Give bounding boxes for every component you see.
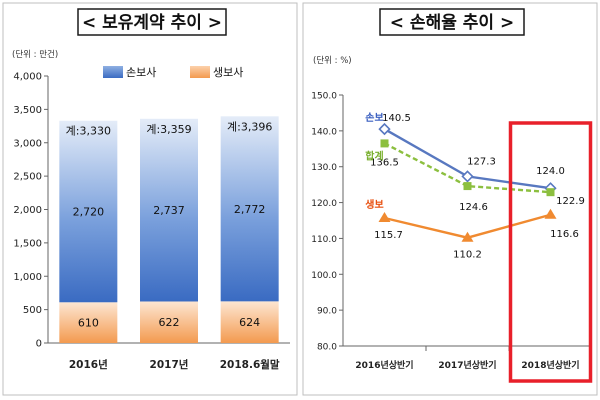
left-y-tick-label: 500 xyxy=(23,305,42,316)
data-label: 127.3 xyxy=(467,156,496,167)
left-y-tick-label: 3,500 xyxy=(13,105,42,116)
right-unit-label: (단위 : %) xyxy=(313,55,352,66)
data-label: 140.5 xyxy=(382,113,411,124)
right-y-tick-label: 150.0 xyxy=(311,92,337,102)
bar-nonlife xyxy=(220,116,279,302)
bar-label-life: 622 xyxy=(159,316,180,329)
data-label: 136.5 xyxy=(370,157,399,168)
series-name-label: 합계 xyxy=(365,149,383,162)
right-y-tick-label: 110.0 xyxy=(311,235,337,245)
series-name-label: 생보 xyxy=(365,198,383,211)
left-x-tick-label: 2017년 xyxy=(150,358,189,371)
bar-life xyxy=(59,302,118,343)
point-marker xyxy=(380,139,389,148)
left-y-tick-label: 2,000 xyxy=(13,205,42,216)
left-y-tick-label: 2,500 xyxy=(13,172,42,183)
bar-label-life: 624 xyxy=(239,316,260,329)
series-line xyxy=(383,142,551,194)
point-marker xyxy=(378,211,391,222)
left-unit-label: (단위 : 만건) xyxy=(12,49,58,60)
right-y-tick-label: 130.0 xyxy=(311,163,337,173)
bar-life xyxy=(140,301,198,343)
right-chart-title: < 손해율 추이 > xyxy=(379,8,525,36)
bar-label-life: 610 xyxy=(78,317,99,330)
left-y-tick-label: 0 xyxy=(36,339,42,350)
right-y-tick-label: 80.0 xyxy=(317,343,337,353)
left-y-tick-label: 3,000 xyxy=(13,138,42,149)
point-marker xyxy=(463,182,472,191)
data-label: 115.7 xyxy=(374,230,403,241)
right-x-tick-label: 2016년상반기 xyxy=(355,359,413,371)
right-line-chart: 80.0 90.0 100.0 110.0 120.0 130.0 140.0 150.0 20… xyxy=(311,92,593,383)
data-label: 124.0 xyxy=(536,166,565,177)
left-y-tick-label: 4,000 xyxy=(13,72,42,83)
left-title-box xyxy=(77,8,227,36)
right-y-tick-label: 100.0 xyxy=(311,271,337,281)
bar-total-label: 계:3,359 xyxy=(146,123,191,136)
right-title-text: < 손해율 추이 > xyxy=(390,13,514,33)
right-x-tick-label: 2017년상반기 xyxy=(438,359,496,371)
right-x-tick-label: 2018년상반기 xyxy=(521,359,579,371)
point-marker xyxy=(544,208,557,219)
left-x-tick-label: 2016년 xyxy=(69,358,108,371)
left-y-tick-label: 1,000 xyxy=(13,272,42,283)
data-label: 116.6 xyxy=(550,229,579,240)
data-label: 122.9 xyxy=(556,196,585,207)
left-x-tick-label: 2018.6월말 xyxy=(220,358,280,371)
bar-label-nonlife: 2,737 xyxy=(153,204,185,217)
left-y-tick-label: 1,500 xyxy=(13,238,42,249)
bar-nonlife xyxy=(59,120,118,303)
right-y-tick-label: 140.0 xyxy=(311,127,337,137)
point-marker xyxy=(546,188,555,197)
legend-label-life: 생보사 xyxy=(213,66,243,79)
left-title-text: < 보유계약 추이 > xyxy=(82,12,222,33)
legend-label-nonlife: 손보사 xyxy=(126,66,156,79)
bar-nonlife xyxy=(140,118,198,302)
left-panel-frame xyxy=(2,2,298,396)
bar-total-label: 계:3,330 xyxy=(66,125,111,138)
highlight-box xyxy=(508,121,593,383)
bar-label-nonlife: 2,772 xyxy=(234,203,266,216)
right-y-tick-label: 90.0 xyxy=(317,307,337,317)
legend-swatch-nonlife xyxy=(103,66,123,78)
bar-life xyxy=(220,301,279,343)
bar-label-nonlife: 2,720 xyxy=(73,206,105,219)
point-marker xyxy=(461,231,474,242)
right-title-box xyxy=(379,8,525,36)
right-panel-frame xyxy=(302,2,598,396)
data-label: 124.6 xyxy=(459,202,488,213)
legend-swatch-life xyxy=(190,66,210,78)
data-label: 110.2 xyxy=(453,250,482,261)
right-y-tick-label: 120.0 xyxy=(311,199,337,209)
bar-total-label: 계:3,396 xyxy=(227,120,272,133)
series-name-label: 손보 xyxy=(365,112,383,124)
point-marker xyxy=(378,122,391,136)
left-bar-chart: 0 500 1,000 1,500 2,000 2,500 3,000 3,500 4,000 2… xyxy=(13,72,290,371)
point-marker xyxy=(461,170,474,183)
left-chart-title: < 보유계약 추이 > xyxy=(77,8,227,36)
left-legend: 손보사 생보사 xyxy=(103,66,243,79)
